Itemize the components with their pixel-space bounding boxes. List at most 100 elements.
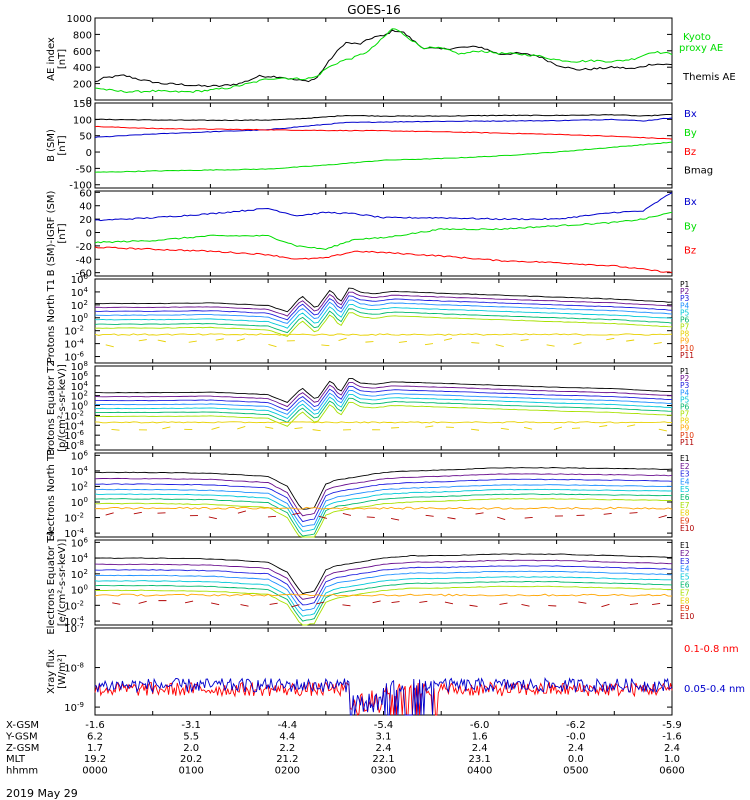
channel-dash — [523, 426, 533, 430]
y-tick-label: 50 — [79, 132, 92, 143]
y-axis-label: B (SM)[nT] — [46, 129, 68, 162]
x-row-value: 0500 — [563, 766, 588, 777]
legend-entry: Bz — [684, 246, 696, 257]
x-row-value: 5.5 — [183, 731, 199, 742]
channel-dash — [469, 604, 478, 607]
series-line — [94, 576, 673, 617]
series-line — [94, 333, 673, 336]
channel-dash — [292, 512, 301, 516]
channel-dash — [157, 339, 166, 343]
series-group — [94, 287, 673, 348]
legend-entry: P6 — [680, 402, 690, 411]
panel-frame — [94, 278, 673, 364]
legend-entry: P10 — [680, 431, 694, 440]
y-tick-label: 40 — [79, 202, 92, 213]
channel-dash — [112, 602, 121, 605]
channel-dash — [658, 515, 667, 519]
x-row-value: -1.6 — [85, 720, 105, 731]
series-line — [94, 308, 673, 334]
channel-dash — [208, 516, 217, 520]
x-row-value: -4.4 — [278, 720, 298, 731]
channel-dash — [658, 428, 667, 432]
series-line — [94, 378, 673, 403]
legend-entry: P5 — [680, 308, 690, 317]
legend-entry: P5 — [680, 395, 690, 404]
x-row-value: 0.0 — [568, 754, 584, 765]
y-tick-label: 1000 — [67, 14, 92, 25]
series-line — [94, 141, 673, 173]
channel-dash — [105, 512, 114, 516]
channel-dash — [265, 426, 274, 429]
channel-dash — [391, 601, 400, 604]
channel-dash — [236, 338, 245, 342]
y-tick-label: -20 — [76, 242, 92, 253]
channel-dash — [294, 427, 303, 430]
channel-dash — [240, 604, 249, 607]
panel-ae: 0 200 400 600 800 1000 AE index[nT] Kyoto proxy … — [46, 14, 736, 107]
legend-entry: By — [684, 128, 697, 139]
series-line — [94, 246, 673, 274]
legend-entry: P4 — [680, 388, 690, 397]
y-axis-label: Protons North T1 — [46, 279, 57, 363]
channel-dash — [444, 601, 454, 605]
series-line — [94, 299, 673, 324]
y-tick-label: 10-7 — [64, 622, 84, 635]
series-group — [94, 553, 673, 626]
channel-dash — [111, 429, 120, 431]
channel-dash — [138, 339, 147, 342]
channel-dash — [211, 426, 220, 430]
series-line — [94, 192, 673, 222]
series-line — [94, 382, 673, 408]
legend-entry: E6 — [680, 581, 690, 590]
series-line — [94, 29, 673, 88]
series-line — [94, 506, 673, 510]
channel-dash — [321, 344, 330, 347]
legend-entry: P6 — [680, 315, 690, 324]
legend-entry: E5 — [680, 485, 690, 494]
series-group — [94, 192, 673, 274]
x-row-value: 3.1 — [376, 731, 392, 742]
channel-dash — [553, 426, 563, 430]
series-group — [94, 28, 673, 94]
channel-dash — [443, 338, 453, 341]
legend-entry: P10 — [680, 344, 694, 353]
x-row-value: -5.4 — [374, 720, 394, 731]
x-row-value: 20.2 — [180, 754, 202, 765]
legend-entry: E9 — [680, 516, 690, 525]
x-row-value: -6.0 — [470, 720, 490, 731]
channel-dash — [500, 427, 509, 430]
legend-entry: P1 — [680, 367, 690, 376]
channel-dash — [546, 344, 555, 347]
series-line — [94, 117, 673, 138]
legend-entry: E5 — [680, 573, 690, 582]
series-line — [94, 114, 673, 122]
y-tick-label: 10-2 — [64, 512, 84, 525]
series-line — [94, 125, 673, 140]
panel-frame — [94, 17, 673, 101]
series-line — [94, 593, 673, 597]
series-line — [94, 287, 673, 313]
y-tick-label: 0 — [86, 228, 92, 239]
series-line — [94, 389, 673, 415]
x-row-value: 23.1 — [469, 754, 491, 765]
channel-dash — [653, 342, 662, 345]
channel-dash — [184, 600, 194, 604]
legend-entry: E7 — [680, 588, 690, 597]
channel-dash — [626, 339, 635, 342]
channel-dash — [495, 344, 504, 348]
series-line — [94, 467, 673, 510]
series-line — [94, 488, 673, 532]
x-row-value: -6.2 — [566, 720, 586, 731]
x-row-value: 2.4 — [568, 743, 584, 754]
series-line — [94, 291, 673, 317]
legend-entry: E10 — [680, 612, 695, 621]
x-row-value: 0600 — [659, 766, 684, 777]
y-tick-label: 10-2 — [64, 325, 84, 338]
channel-dash — [520, 339, 529, 341]
channel-dash — [188, 340, 197, 343]
legend-entry: Bmag — [684, 166, 713, 177]
channel-dash — [606, 337, 615, 341]
series-line — [94, 493, 673, 537]
